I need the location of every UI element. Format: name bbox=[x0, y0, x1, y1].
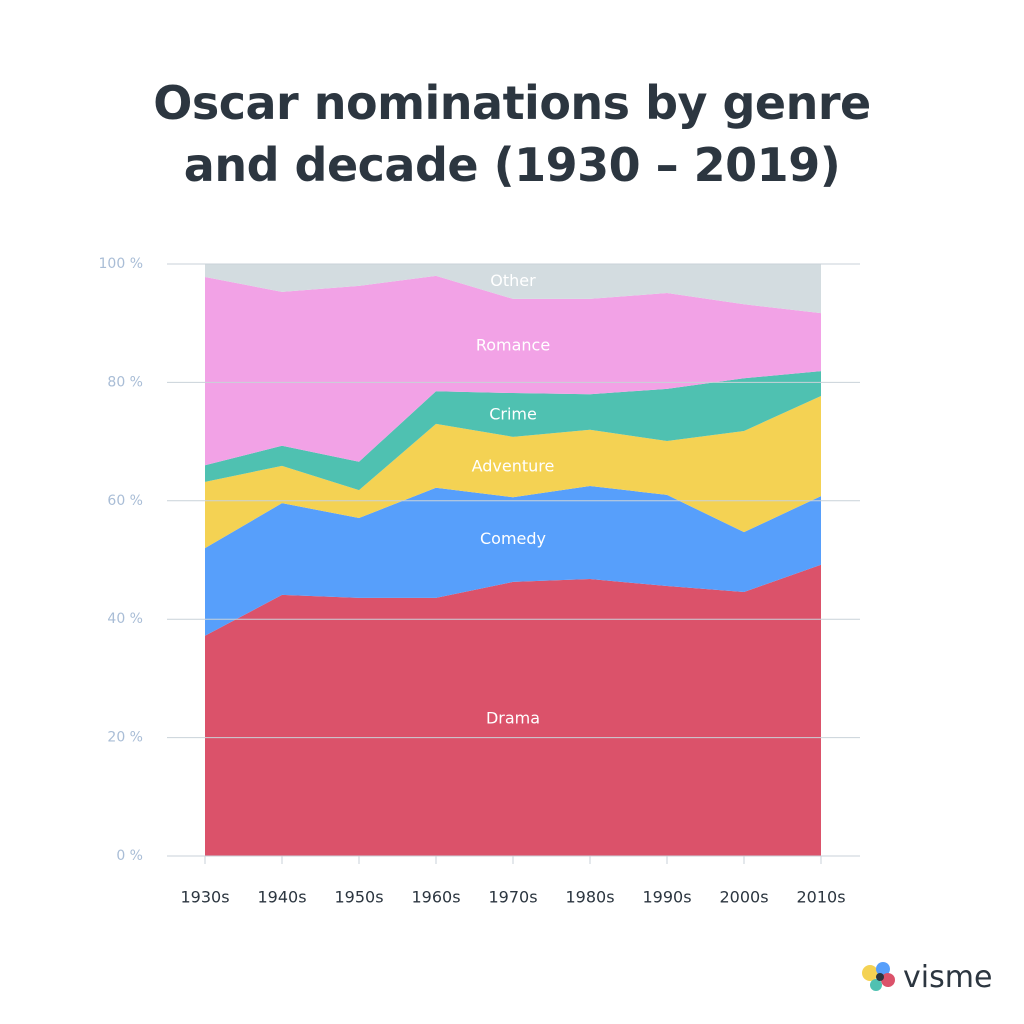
area bbox=[205, 275, 821, 466]
x-tick-label: 2010s bbox=[796, 888, 845, 907]
series-label: Crime bbox=[489, 404, 537, 423]
y-tick-label: 40 % bbox=[107, 611, 143, 627]
area bbox=[205, 371, 821, 491]
series-label: Other bbox=[490, 271, 536, 290]
area bbox=[205, 264, 821, 314]
y-tick-label: 0 % bbox=[116, 848, 143, 864]
area bbox=[205, 396, 821, 549]
x-tick-label: 1930s bbox=[180, 888, 229, 907]
x-tick-label: 1960s bbox=[411, 888, 460, 907]
series-label: Adventure bbox=[472, 457, 555, 476]
brand-logo bbox=[862, 962, 895, 991]
y-tick-label: 100 % bbox=[99, 256, 143, 272]
x-tick-label: 1950s bbox=[334, 888, 383, 907]
x-tick-label: 1990s bbox=[642, 888, 691, 907]
series-label: Drama bbox=[486, 708, 540, 727]
y-tick-label: 60 % bbox=[107, 493, 143, 509]
brand: visme bbox=[903, 960, 993, 995]
chart-title: Oscar nominations by genre and decade (1… bbox=[153, 76, 871, 192]
x-tick-label: 1970s bbox=[488, 888, 537, 907]
y-tick-label: 20 % bbox=[107, 730, 143, 746]
x-tick-label: 1940s bbox=[257, 888, 306, 907]
y-tick-label: 80 % bbox=[107, 374, 143, 390]
x-tick-label: 1980s bbox=[565, 888, 614, 907]
area bbox=[205, 486, 821, 636]
x-tick-label: 2000s bbox=[719, 888, 768, 907]
series-label: Romance bbox=[476, 335, 550, 354]
series-label: Comedy bbox=[480, 529, 546, 548]
area bbox=[205, 564, 821, 856]
